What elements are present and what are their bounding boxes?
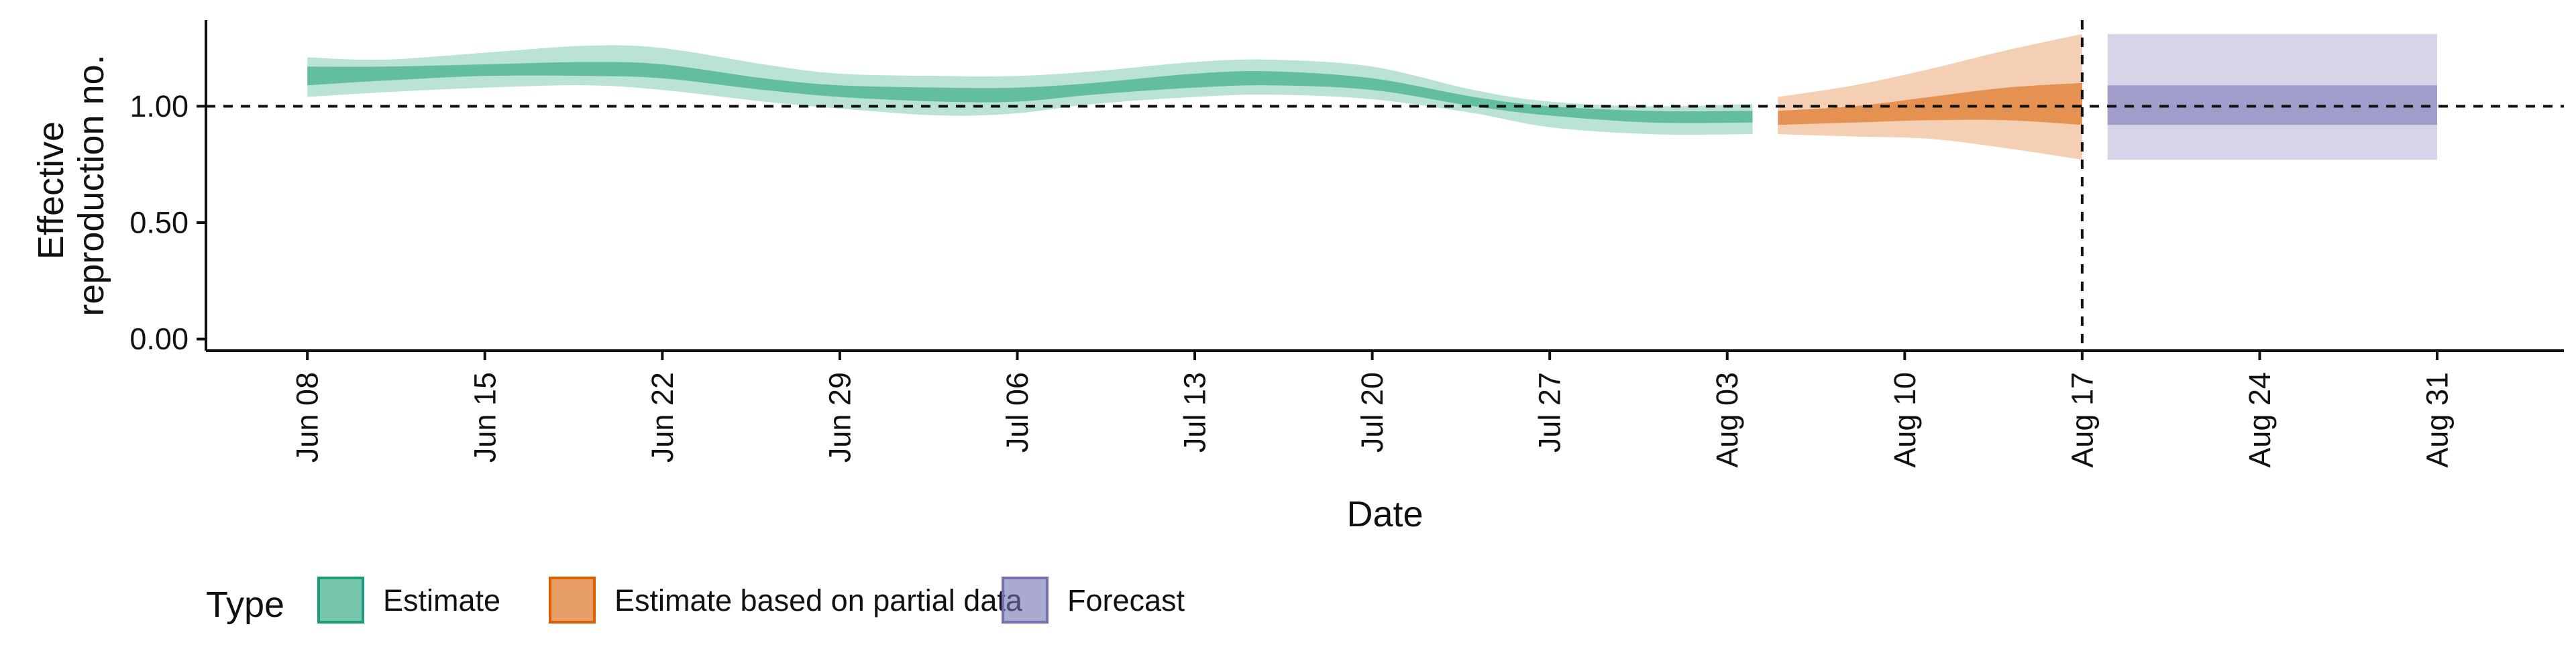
legend-items: Estimate Estimate based on partial data Fo… xyxy=(317,577,1185,624)
x-tick-label: Jun 22 xyxy=(645,372,680,463)
legend-label-series-2: Forecast xyxy=(1067,583,1185,617)
interval-bands xyxy=(307,34,2437,160)
x-tick-label: Jun 29 xyxy=(822,372,857,463)
x-tick-label: Aug 10 xyxy=(1888,372,1922,468)
legend-label-series-0: Estimate xyxy=(383,583,500,617)
x-axis-title: Date xyxy=(1346,494,1423,534)
y-axis-ticks: 0.00 0.50 1.00 xyxy=(129,89,206,356)
legend-title: Type xyxy=(206,585,284,625)
x-tick-label: Jun 15 xyxy=(468,372,502,463)
x-tick-label: Jun 08 xyxy=(290,372,325,463)
band-90-series-1 xyxy=(1778,34,2082,160)
x-tick-label: Aug 24 xyxy=(2243,372,2277,468)
y-axis-title-line-1: Effective xyxy=(31,121,71,259)
x-tick-label: Aug 03 xyxy=(1710,372,1744,468)
legend-key-series-0 xyxy=(317,577,364,624)
legend: Type Estimate Estimate based on partial d… xyxy=(206,577,1185,625)
band-50-series-1 xyxy=(1778,82,2082,125)
x-tick-label: Aug 17 xyxy=(2065,372,2099,468)
axes xyxy=(205,20,2564,352)
y-axis-title-line-2: reproduction no. xyxy=(71,54,111,316)
y-tick-label: 1.00 xyxy=(129,89,189,123)
legend-key-series-1 xyxy=(549,577,596,624)
x-tick-label: Jul 20 xyxy=(1355,372,1389,453)
reference-lines xyxy=(206,20,2564,351)
y-tick-label: 0.50 xyxy=(129,206,189,240)
x-tick-label: Jul 13 xyxy=(1178,372,1212,453)
legend-label-series-1: Estimate based on partial data xyxy=(614,583,1023,617)
y-tick-label: 0.00 xyxy=(129,322,189,356)
x-tick-label: Jul 27 xyxy=(1533,372,1567,453)
x-tick-label: Jul 06 xyxy=(1000,372,1034,453)
x-tick-label: Aug 31 xyxy=(2420,372,2455,468)
y-axis-title: Effective reproduction no. xyxy=(31,54,111,316)
x-axis-ticks: Jun 08 Jun 15 Jun 22 Jun 29 Jul 06 Jul 13 Jul … xyxy=(290,351,2455,468)
legend-key-series-2 xyxy=(1002,577,1049,624)
band-50-series-0 xyxy=(307,62,1753,123)
